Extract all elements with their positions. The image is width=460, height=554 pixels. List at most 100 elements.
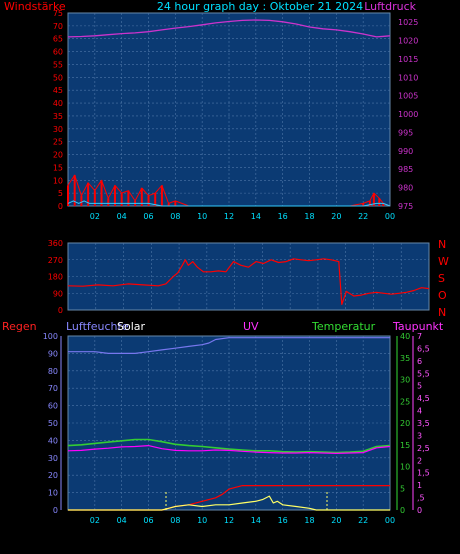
hour-tick-label: 14 <box>251 516 261 525</box>
page-title: 24 hour graph day : Oktober 21 2024 <box>157 0 363 13</box>
series-wind <box>67 19 391 207</box>
compass-n-bottom: N <box>438 306 446 319</box>
uv-tick-label: 2,5 <box>417 444 430 453</box>
direction-line <box>67 258 430 305</box>
wind-tick-label: 0 <box>58 202 63 211</box>
hour-tick-label: 10 <box>197 212 207 221</box>
humidity-tick-label: 0 <box>53 506 58 515</box>
uv-tick-label: 6,5 <box>417 344 430 353</box>
temperature-tick-label: 20 <box>400 419 410 428</box>
wind-tick-label: 55 <box>53 60 63 69</box>
uv-tick-label: 4 <box>417 407 422 416</box>
wind-tick-label: 15 <box>53 163 63 172</box>
humidity-tick-label: 20 <box>48 471 58 480</box>
x-ticks-wind: 02 04 06 08 10 12 14 16 18 20 22 00 <box>90 212 395 221</box>
temperature-title: Temperatur <box>311 320 376 333</box>
humidity-tick-label: 90 <box>48 349 58 358</box>
pressure-tick-label: 985 <box>398 165 413 174</box>
humidity-tick-label: 40 <box>48 436 58 445</box>
temperature-tick-label: 5 <box>400 484 405 493</box>
dewpoint-line <box>67 445 391 454</box>
wind-tick-label: 50 <box>53 73 63 82</box>
wind-tick-label: 5 <box>58 189 63 198</box>
hour-tick-label: 20 <box>331 212 341 221</box>
hour-tick-label: 22 <box>358 516 368 525</box>
uv-tick-label: 4,5 <box>417 394 430 403</box>
uv-title: UV <box>243 320 259 333</box>
humidity-tick-label: 60 <box>48 402 58 411</box>
direction-tick-label: 90 <box>53 289 63 298</box>
pressure-tick-label: 1000 <box>398 110 418 119</box>
hour-tick-label: 22 <box>358 212 368 221</box>
direction-tick-label: 0 <box>58 306 63 315</box>
pressure-tick-label: 990 <box>398 147 413 156</box>
wind-tick-label: 75 <box>53 9 63 18</box>
humidity-tick-label: 80 <box>48 367 58 376</box>
grid-wind <box>68 13 390 206</box>
wind-tick-label: 45 <box>53 86 63 95</box>
wind-tick-label: 20 <box>53 151 63 160</box>
uv-tick-label: 1,5 <box>417 469 430 478</box>
hour-tick-label: 04 <box>117 212 127 221</box>
uv-tick-label: 6 <box>417 357 422 366</box>
humidity-tick-label: 30 <box>48 454 58 463</box>
wind-tick-label: 65 <box>53 35 63 44</box>
hour-tick-label: 12 <box>224 516 234 525</box>
hour-tick-label: 10 <box>197 516 207 525</box>
uv-tick-label: 7 <box>417 332 422 341</box>
temperature-tick-label: 35 <box>400 354 410 363</box>
gust-line <box>67 200 391 207</box>
grid-humidity <box>68 336 390 510</box>
uv-tick-label: 5,5 <box>417 369 430 378</box>
hour-tick-label: 16 <box>278 212 288 221</box>
direction-tick-label: 360 <box>48 239 63 248</box>
hour-tick-label: 14 <box>251 212 261 221</box>
wind-tick-label: 40 <box>53 99 63 108</box>
hour-tick-label: 08 <box>170 212 180 221</box>
uv-tick-label: 3 <box>417 431 422 440</box>
hour-tick-label: 00 <box>385 516 395 525</box>
humidity-tick-label: 50 <box>48 419 58 428</box>
hour-tick-label: 08 <box>170 516 180 525</box>
wind-line <box>67 174 391 207</box>
temperature-tick-label: 15 <box>400 441 410 450</box>
wind-tick-label: 25 <box>53 138 63 147</box>
compass-s: S <box>438 272 445 285</box>
uv-tick-label: 0 <box>417 506 422 515</box>
humidity-tick-label: 70 <box>48 384 58 393</box>
direction-tick-label: 180 <box>48 273 63 282</box>
direction-y-ticks: 0 90 180 270 360 <box>48 239 63 315</box>
pressure-tick-label: 995 <box>398 128 413 137</box>
pressure-tick-label: 1020 <box>398 37 418 46</box>
solar-title: Solar <box>117 320 146 333</box>
temperature-tick-label: 0 <box>400 506 405 515</box>
hour-tick-label: 02 <box>90 212 100 221</box>
wind-axis-title: Windstärke <box>4 0 66 13</box>
wind-tick-label: 10 <box>53 176 63 185</box>
temperature-tick-label: 30 <box>400 376 410 385</box>
pressure-axis-title: Luftdruck <box>364 0 416 13</box>
humidity-axis-title: Luftfeuchte <box>66 320 129 333</box>
temperature-tick-label: 10 <box>400 463 410 472</box>
hour-tick-label: 06 <box>143 516 153 525</box>
hour-tick-label: 04 <box>117 516 127 525</box>
humidity-tick-label: 10 <box>48 489 58 498</box>
hour-tick-label: 12 <box>224 212 234 221</box>
wind-tick-label: 70 <box>53 22 63 31</box>
hour-tick-label: 02 <box>90 516 100 525</box>
uv-tick-label: 3,5 <box>417 419 430 428</box>
series-direction <box>67 258 430 305</box>
pressure-line <box>67 19 391 38</box>
pressure-tick-label: 1025 <box>398 18 418 27</box>
wind-tick-label: 60 <box>53 48 63 57</box>
hour-tick-label: 20 <box>331 516 341 525</box>
temperature-tick-label: 40 <box>400 332 410 341</box>
humidity-line <box>68 337 390 354</box>
uv-tick-label: 2 <box>417 456 422 465</box>
wind-tick-label: 30 <box>53 125 63 134</box>
compass-n-top: N <box>438 238 446 251</box>
hour-tick-label: 06 <box>143 212 153 221</box>
uv-y-ticks: 0 ,5 1 1,5 2 2,5 3 3,5 4 4,5 5 5,5 6 6,5 7 <box>417 332 430 515</box>
